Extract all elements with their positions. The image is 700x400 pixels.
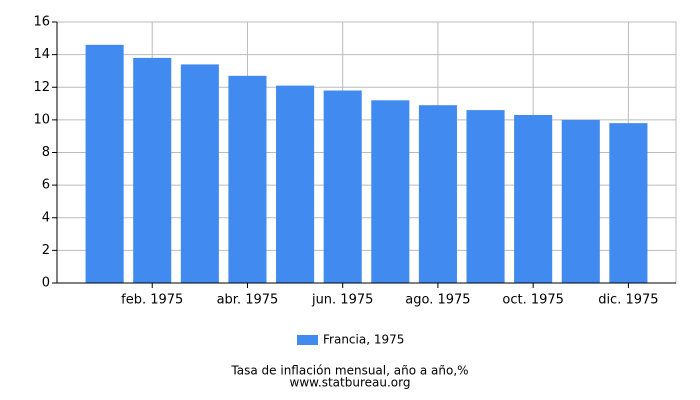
bar [418, 105, 457, 283]
x-tick-label: oct. 1975 [502, 293, 564, 308]
bar [323, 90, 362, 283]
y-tick-label: 16 [33, 15, 50, 30]
caption: Tasa de inflación mensual, año a año,% [230, 364, 468, 378]
x-tick-label: ago. 1975 [405, 293, 470, 308]
y-tick-label: 10 [33, 112, 50, 127]
y-tick-label: 6 [42, 178, 50, 193]
y-tick-label: 12 [33, 80, 50, 95]
bar [466, 110, 505, 284]
y-tick-label: 14 [33, 47, 50, 62]
legend-label: Francia, 1975 [323, 333, 404, 347]
bar [561, 119, 600, 283]
bar [228, 75, 267, 283]
bar [180, 64, 219, 283]
bar [609, 123, 648, 283]
bar [276, 85, 315, 284]
y-tick-label: 0 [42, 276, 50, 291]
bar [85, 44, 124, 284]
y-tick-label: 8 [42, 145, 50, 160]
x-tick-label: abr. 1975 [217, 293, 279, 308]
y-tick-label: 4 [42, 210, 50, 225]
y-tick-label: 2 [42, 243, 50, 258]
bar [133, 57, 172, 284]
x-tick-label: dic. 1975 [598, 293, 658, 308]
legend-swatch [297, 335, 318, 345]
source: www.statbureau.org [290, 376, 411, 390]
bar [371, 100, 410, 283]
bar [514, 114, 553, 283]
x-tick-label: jun. 1975 [311, 293, 373, 308]
x-tick-label: feb. 1975 [121, 293, 183, 308]
